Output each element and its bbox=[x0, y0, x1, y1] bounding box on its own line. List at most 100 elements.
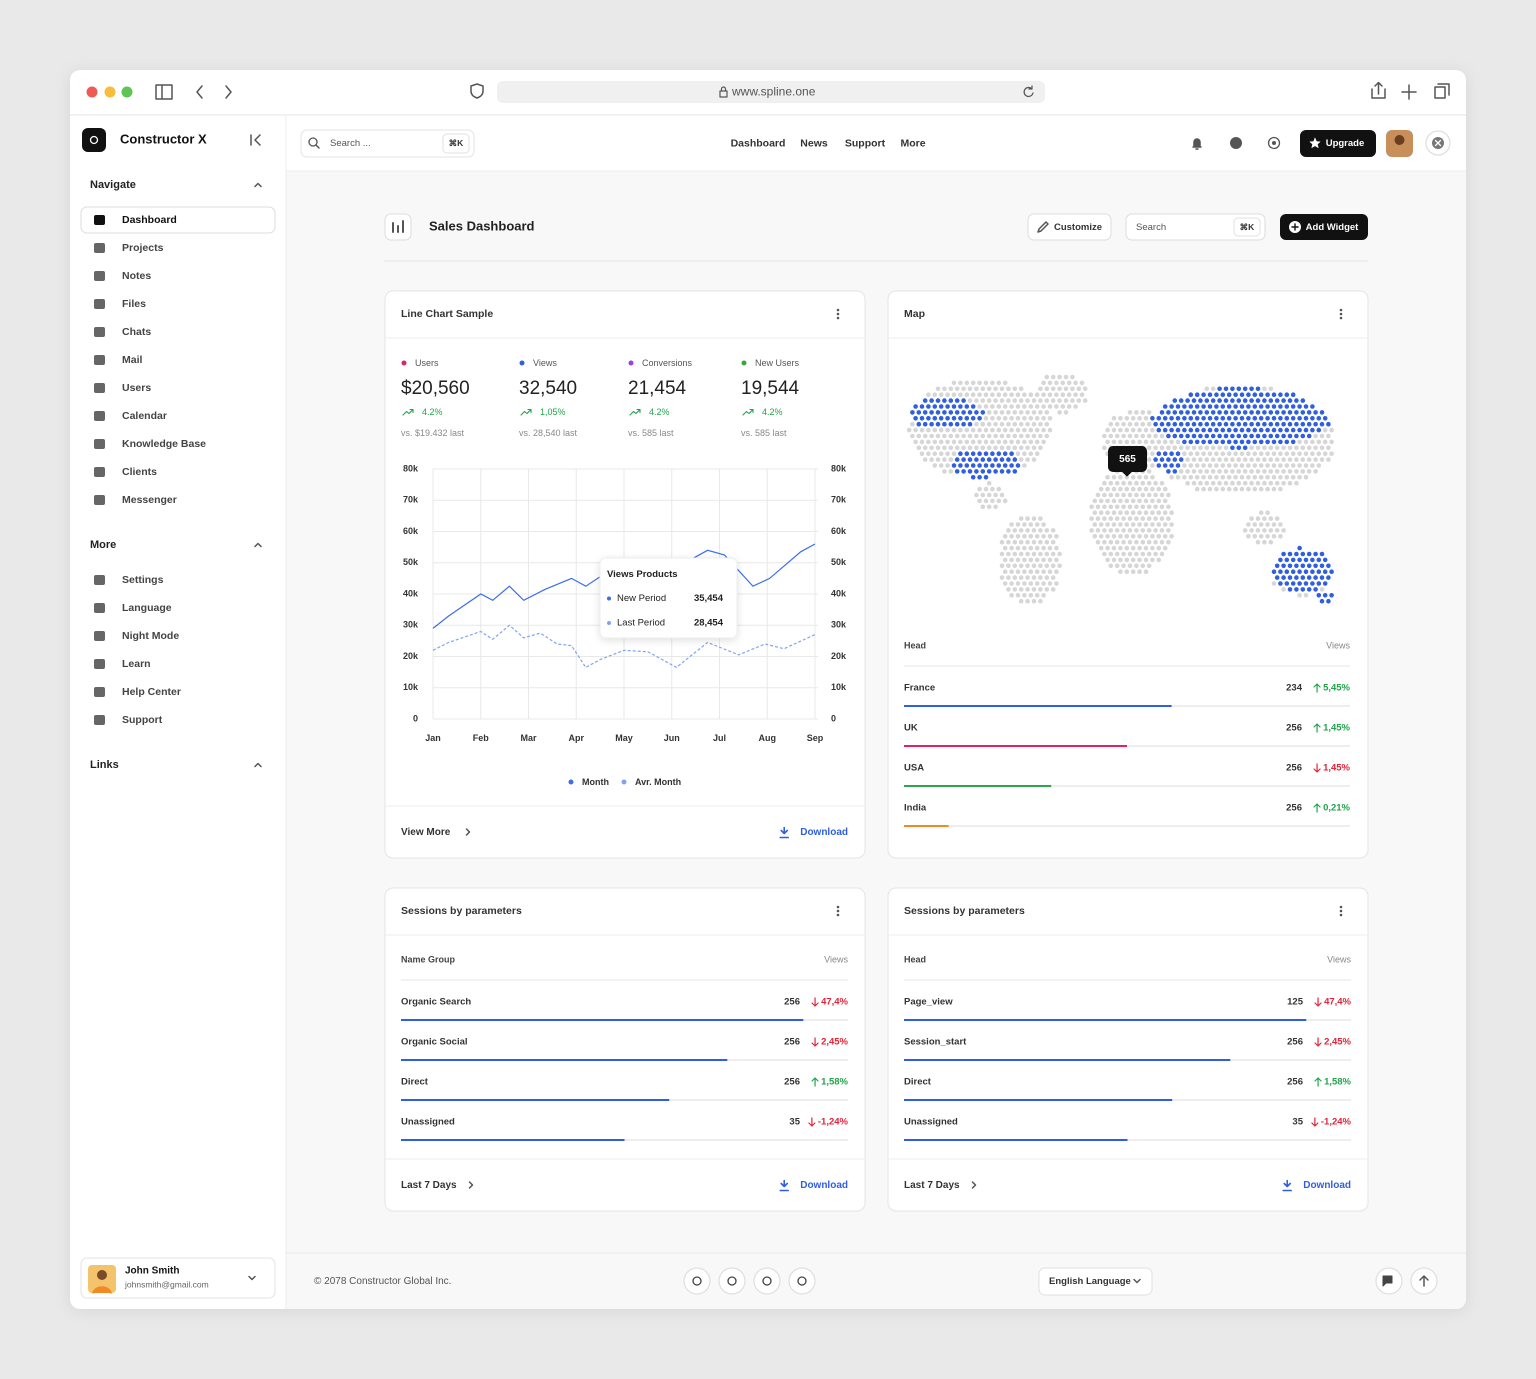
map-dot bbox=[1009, 545, 1014, 551]
settings-icon[interactable] bbox=[1267, 136, 1281, 150]
map-dot bbox=[1076, 398, 1082, 403]
nav-item[interactable]: Support bbox=[122, 714, 163, 726]
map-dot bbox=[1226, 416, 1232, 421]
map-dot bbox=[1217, 433, 1222, 439]
nav-section-title[interactable]: Links bbox=[90, 759, 119, 771]
map-dot bbox=[1166, 421, 1171, 427]
map-dot bbox=[1265, 404, 1270, 409]
map-dot bbox=[1143, 545, 1149, 551]
top-nav-link[interactable]: Dashboard bbox=[731, 137, 786, 149]
top-search[interactable] bbox=[300, 129, 475, 158]
map-dot bbox=[1262, 469, 1267, 474]
map-dot bbox=[1022, 392, 1027, 398]
map-dot bbox=[1159, 421, 1165, 427]
map-dot bbox=[1146, 551, 1152, 557]
nav-item[interactable]: Messenger bbox=[122, 494, 177, 506]
row-views: 256 bbox=[784, 1077, 800, 1088]
window-zoom[interactable] bbox=[121, 86, 133, 98]
nav-item[interactable]: Help Center bbox=[122, 686, 181, 698]
map-dot bbox=[1191, 421, 1197, 427]
map-dot bbox=[1118, 498, 1123, 504]
map-dot bbox=[1105, 427, 1110, 433]
map-dot bbox=[1022, 451, 1027, 457]
window-minimize[interactable] bbox=[104, 86, 116, 98]
period-link[interactable]: Last 7 Days bbox=[904, 1180, 960, 1191]
map-dot bbox=[1022, 439, 1027, 445]
top-nav-link[interactable]: More bbox=[900, 137, 925, 149]
map-dot bbox=[1031, 539, 1037, 545]
map-dot bbox=[1130, 569, 1136, 574]
nav-item[interactable]: Calendar bbox=[122, 410, 167, 422]
social-button[interactable] bbox=[683, 1267, 711, 1295]
download-link[interactable]: Download bbox=[1303, 1180, 1351, 1191]
trend-icon bbox=[742, 408, 754, 416]
nav-item[interactable]: Users bbox=[122, 382, 151, 394]
map-dot bbox=[964, 427, 970, 433]
nav-item[interactable]: Notes bbox=[122, 270, 151, 282]
nav-item[interactable]: Projects bbox=[122, 242, 164, 254]
map-dot bbox=[1319, 433, 1325, 439]
map-dot bbox=[1063, 374, 1069, 380]
add-widget-button[interactable] bbox=[1280, 214, 1368, 240]
map-dot bbox=[1281, 457, 1286, 462]
map-dot bbox=[1156, 498, 1162, 504]
map-dot bbox=[938, 451, 944, 457]
nav-item[interactable]: Language bbox=[122, 602, 172, 614]
map-dot bbox=[1246, 451, 1251, 457]
nav-item[interactable]: Chats bbox=[122, 326, 151, 338]
customize-button[interactable] bbox=[1027, 213, 1112, 241]
map-dot bbox=[932, 427, 938, 433]
map-dot bbox=[1038, 445, 1043, 451]
map-dot bbox=[1214, 439, 1219, 445]
upgrade-button[interactable] bbox=[1300, 130, 1376, 157]
map-dot bbox=[1300, 469, 1306, 474]
profile-avatar-head bbox=[1394, 135, 1405, 145]
social-button[interactable] bbox=[718, 1267, 746, 1295]
nav-item[interactable]: Night Mode bbox=[122, 630, 179, 642]
legend-dot bbox=[621, 779, 627, 785]
progress-bar bbox=[401, 1139, 625, 1141]
header-search[interactable] bbox=[1125, 213, 1266, 241]
map-dot bbox=[983, 451, 989, 457]
nav-item[interactable]: Knowledge Base bbox=[122, 438, 206, 450]
map-dot bbox=[1294, 469, 1299, 474]
language-select[interactable] bbox=[1038, 1267, 1153, 1296]
map-dot bbox=[1239, 427, 1245, 433]
map-dot bbox=[1319, 551, 1325, 557]
map-dot bbox=[1204, 433, 1210, 439]
nav-icon bbox=[94, 467, 105, 477]
nav-section-title[interactable]: Navigate bbox=[90, 179, 136, 191]
top-nav-link[interactable]: Support bbox=[845, 137, 886, 149]
map-dot bbox=[1207, 439, 1213, 445]
social-button[interactable] bbox=[753, 1267, 781, 1295]
nav-item[interactable]: Dashboard bbox=[122, 214, 177, 226]
nav-item[interactable]: Learn bbox=[122, 658, 151, 670]
map-dot bbox=[1191, 469, 1197, 474]
download-link[interactable]: Download bbox=[800, 827, 848, 838]
social-button[interactable] bbox=[788, 1267, 816, 1295]
map-dot bbox=[1290, 557, 1296, 563]
nav-item-active[interactable] bbox=[80, 206, 276, 234]
map-dot bbox=[1130, 427, 1136, 433]
map-dot bbox=[1204, 445, 1210, 451]
nav-item[interactable]: Clients bbox=[122, 466, 157, 478]
download-link[interactable]: Download bbox=[800, 1180, 848, 1191]
map-dot bbox=[1185, 410, 1190, 415]
map-dot bbox=[1089, 504, 1094, 510]
help-icon[interactable] bbox=[1230, 137, 1242, 149]
nav-item[interactable]: Mail bbox=[122, 354, 143, 366]
row-change: 1,58% bbox=[821, 1077, 848, 1088]
address-bar[interactable] bbox=[497, 81, 1045, 103]
nav-item[interactable]: Files bbox=[122, 298, 146, 310]
view-more-link[interactable]: View More bbox=[401, 827, 451, 838]
nav-item[interactable]: Settings bbox=[122, 574, 164, 586]
top-nav-link[interactable]: News bbox=[800, 137, 828, 149]
map-dot bbox=[1326, 433, 1331, 439]
window-close[interactable] bbox=[86, 86, 98, 98]
user-card[interactable] bbox=[80, 1257, 276, 1299]
map-dot bbox=[1118, 427, 1123, 433]
kebab-icon bbox=[836, 905, 840, 909]
period-link[interactable]: Last 7 Days bbox=[401, 1180, 457, 1191]
nav-section-title[interactable]: More bbox=[90, 539, 116, 551]
